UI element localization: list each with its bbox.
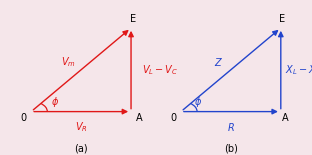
Text: $\phi$: $\phi$ <box>194 95 202 108</box>
Text: 0: 0 <box>170 113 176 123</box>
Text: $R$: $R$ <box>227 121 235 133</box>
Text: $V_L-V_C$: $V_L-V_C$ <box>142 63 178 77</box>
Text: $Z$: $Z$ <box>214 56 223 68</box>
Text: 0: 0 <box>20 113 27 123</box>
Text: $V_R$: $V_R$ <box>75 120 87 134</box>
Text: A: A <box>135 113 142 123</box>
Text: E: E <box>279 14 285 24</box>
Text: $\phi$: $\phi$ <box>51 95 59 108</box>
Text: E: E <box>129 14 136 24</box>
Text: (a): (a) <box>74 144 88 154</box>
Text: $X_L-X_C$: $X_L-X_C$ <box>285 63 312 77</box>
Text: $V_m$: $V_m$ <box>61 55 76 69</box>
Text: (b): (b) <box>224 144 238 154</box>
Text: A: A <box>282 113 289 123</box>
